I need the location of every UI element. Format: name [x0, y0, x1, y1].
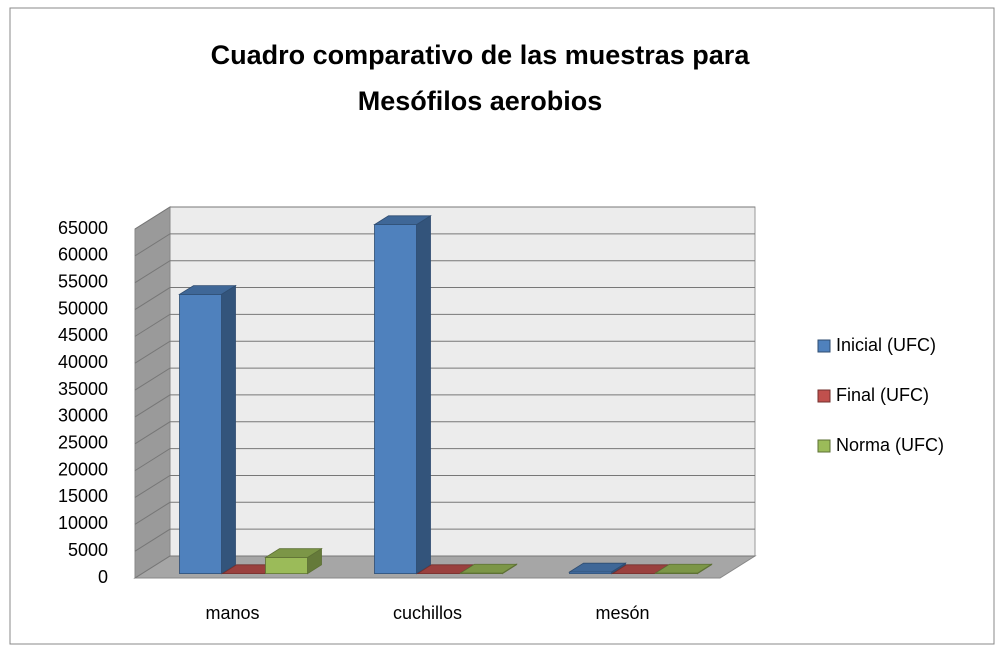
bar-side	[416, 215, 431, 575]
bar-front	[179, 293, 222, 574]
grid-line	[134, 394, 755, 418]
grid-line	[134, 313, 755, 337]
bar-front	[265, 557, 308, 574]
bar	[178, 284, 237, 575]
grid-line	[134, 340, 755, 364]
bar-top	[178, 285, 237, 295]
y-tick-label: 50000	[58, 298, 108, 318]
bar	[654, 563, 713, 575]
y-tick-label: 10000	[58, 513, 108, 533]
y-tick-label: 40000	[58, 352, 108, 372]
chart-title: Cuadro comparativo de las muestras para	[211, 40, 751, 70]
grid-line	[134, 260, 755, 284]
legend-label: Final (UFC)	[836, 385, 929, 405]
chart-subtitle: Mesófilos aerobios	[358, 86, 603, 116]
legend-swatch	[817, 389, 831, 403]
x-tick-label: mesón	[595, 603, 649, 623]
grid-line	[134, 501, 755, 525]
grid-line	[134, 448, 755, 472]
grid-line	[134, 287, 755, 310]
bar	[459, 563, 518, 575]
back-wall	[169, 206, 756, 557]
bar	[264, 547, 323, 575]
x-tick-label: cuchillos	[393, 603, 462, 623]
y-tick-label: 65000	[58, 218, 108, 238]
grid-line	[134, 421, 755, 445]
y-tick-label: 25000	[58, 433, 108, 453]
legend-swatch	[817, 439, 831, 453]
bar-top	[654, 563, 713, 574]
bar-top	[459, 563, 518, 574]
y-tick-label: 0	[98, 567, 108, 587]
y-tick-label: 15000	[58, 486, 108, 506]
legend-label: Inicial (UFC)	[836, 335, 936, 355]
y-tick-label: 5000	[68, 540, 108, 560]
grid-line	[134, 367, 755, 391]
side-wall	[134, 206, 171, 579]
x-tick-label: manos	[205, 603, 259, 623]
bar	[568, 562, 627, 575]
bar-top	[373, 215, 432, 226]
y-tick-label: 30000	[58, 406, 108, 426]
grid-line	[134, 555, 755, 579]
y-tick-label: 20000	[58, 459, 108, 479]
bar-front	[374, 224, 417, 574]
grid-line	[134, 233, 755, 257]
grid-line	[134, 528, 755, 552]
grid-line	[134, 206, 755, 230]
y-tick-label: 45000	[58, 325, 108, 345]
y-tick-label: 60000	[58, 245, 108, 265]
legend-swatch	[817, 339, 831, 353]
y-tick-label: 55000	[58, 271, 108, 291]
bar-top	[568, 562, 627, 573]
bar	[373, 215, 432, 575]
bar-side	[221, 284, 236, 575]
legend-label: Norma (UFC)	[836, 435, 944, 455]
grid-line	[134, 474, 755, 498]
y-tick-label: 35000	[58, 379, 108, 399]
bar-top	[264, 548, 323, 558]
